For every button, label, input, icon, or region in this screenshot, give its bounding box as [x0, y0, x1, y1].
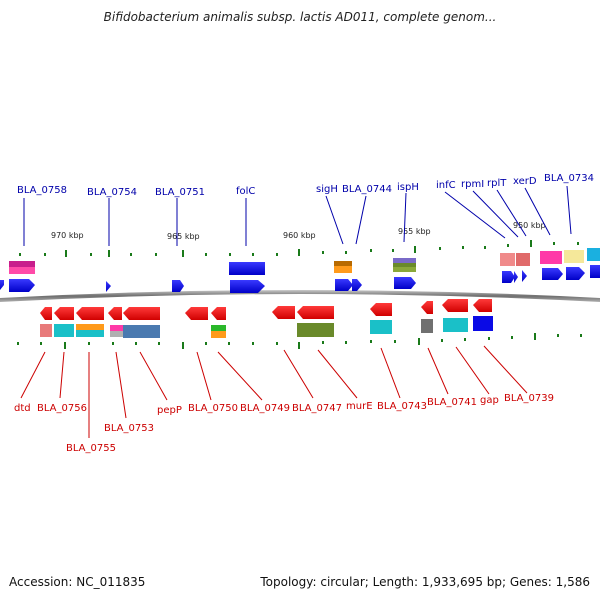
gene-arrow-reverse[interactable] — [123, 307, 160, 320]
gene-label-top[interactable]: BLA_0734 — [544, 173, 594, 184]
gene-arrow-reverse[interactable] — [185, 307, 208, 320]
gene-arrow-reverse[interactable] — [297, 306, 334, 319]
gene-arrow-reverse[interactable] — [40, 307, 52, 320]
gene-arrow-forward[interactable] — [352, 279, 362, 291]
gene-label-bottom[interactable]: BLA_0753 — [104, 423, 154, 434]
kbp-label: 965 kbp — [167, 232, 200, 241]
gene-arrow-reverse[interactable] — [370, 303, 392, 316]
gene-label-bottom[interactable]: BLA_0749 — [240, 403, 290, 414]
kbp-label: 960 kbp — [283, 231, 316, 240]
gene-arrow-forward[interactable] — [335, 279, 353, 291]
gene-arrow-forward[interactable] — [172, 280, 184, 292]
gene-label-top[interactable]: BLA_0744 — [342, 184, 392, 195]
gene-label-bottom[interactable]: BLA_0743 — [377, 401, 427, 412]
reverse-annotation-blocks — [40, 316, 493, 338]
gene-label-top[interactable]: BLA_0758 — [17, 185, 67, 196]
upper-tick-row — [19, 240, 579, 257]
gene-label-bottom[interactable]: dtd — [14, 403, 31, 414]
gene-label-top[interactable]: rplT — [487, 178, 507, 189]
gene-label-top[interactable]: xerD — [513, 176, 537, 187]
genome-backbone — [0, 290, 600, 302]
gene-label-top[interactable]: BLA_0754 — [87, 187, 137, 198]
gene-arrow-reverse[interactable] — [54, 307, 74, 320]
gene-label-bottom[interactable]: pepP — [157, 405, 182, 416]
gene-arrow-forward[interactable] — [394, 277, 416, 289]
gene-arrow-reverse[interactable] — [108, 307, 122, 320]
gene-label-bottom[interactable]: gap — [480, 395, 499, 406]
gene-arrow-reverse[interactable] — [473, 299, 492, 312]
gene-label-bottom[interactable]: BLA_0747 — [292, 403, 342, 414]
gene-arrow-forward[interactable] — [522, 270, 527, 282]
gene-arrow-forward[interactable] — [9, 279, 35, 292]
forward-annotation-blocks — [9, 248, 600, 274]
kbp-label: 955 kbp — [398, 227, 431, 236]
gene-arrow-forward[interactable] — [0, 280, 4, 290]
top-leader-lines — [23, 185, 572, 246]
topology-text: Topology: circular; Length: 1,933,695 bp… — [260, 575, 590, 589]
gene-arrow-forward[interactable] — [106, 281, 111, 292]
gene-arrow-forward[interactable] — [542, 268, 563, 280]
bottom-leader-lines — [20, 345, 528, 438]
gene-arrow-forward[interactable] — [514, 271, 518, 283]
forward-strand-genes — [0, 262, 600, 293]
gene-arrow-reverse[interactable] — [442, 299, 468, 312]
gene-label-bottom[interactable]: BLA_0741 — [427, 397, 477, 408]
gene-label-top[interactable]: rpmI — [461, 179, 484, 190]
gene-label-top[interactable]: sigH — [316, 184, 338, 195]
gene-arrow-reverse[interactable] — [76, 307, 104, 320]
accession-text: Accession: NC_011835 — [9, 575, 146, 589]
gene-label-bottom[interactable]: BLA_0739 — [504, 393, 554, 404]
gene-label-top[interactable]: folC — [236, 186, 255, 197]
gene-block-forward[interactable] — [590, 265, 600, 278]
gene-arrow-forward[interactable] — [230, 280, 265, 293]
kbp-label: 970 kbp — [51, 231, 84, 240]
gene-label-top[interactable]: BLA_0751 — [155, 187, 205, 198]
reverse-strand-genes — [40, 299, 492, 320]
gene-label-bottom[interactable]: BLA_0750 — [188, 403, 238, 414]
gene-block-forward[interactable] — [229, 262, 265, 275]
map-title: Bifidobacterium animalis subsp. lactis A… — [103, 10, 497, 24]
gene-label-bottom[interactable]: BLA_0756 — [37, 403, 87, 414]
gene-label-bottom[interactable]: BLA_0755 — [66, 443, 116, 454]
gene-arrow-reverse[interactable] — [211, 307, 226, 320]
kbp-label: 950 kbp — [513, 221, 546, 230]
gene-label-top[interactable]: ispH — [397, 182, 419, 193]
gene-label-bottom[interactable]: murE — [346, 401, 373, 412]
lower-tick-row — [17, 333, 582, 349]
gene-arrow-forward[interactable] — [502, 271, 515, 283]
gene-label-top[interactable]: infC — [436, 180, 456, 191]
gene-arrow-forward[interactable] — [566, 267, 585, 280]
gene-arrow-reverse[interactable] — [421, 301, 433, 314]
gene-arrow-reverse[interactable] — [272, 306, 295, 319]
